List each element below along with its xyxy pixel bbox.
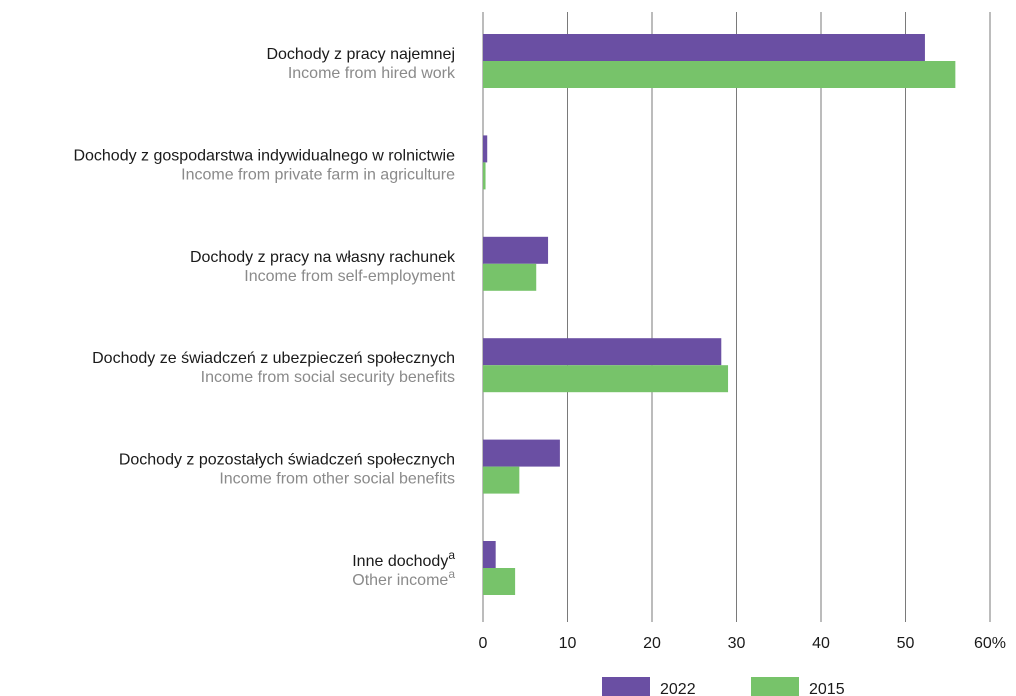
bars: [483, 34, 955, 595]
bar-2015: [483, 162, 486, 189]
bar-2015: [483, 264, 536, 291]
category-label-en: Income from social security benefits: [201, 369, 455, 386]
legend-swatch-2022: [602, 677, 650, 696]
category-label-pl: Inne dochodya: [352, 548, 455, 570]
category-label-en: Income from private farm in agriculture: [181, 166, 455, 183]
category-label-en: Income from hired work: [288, 65, 456, 82]
category-label-pl: Dochody ze świadczeń z ubezpieczeń społe…: [92, 350, 455, 367]
x-axis-ticks: 0 10 20 30 40 50 60%: [479, 635, 1006, 652]
legend-label: 2022: [660, 681, 696, 696]
x-tick-label: 0: [479, 635, 488, 652]
x-tick-label: 50: [897, 635, 915, 652]
bar-2022: [483, 34, 925, 61]
category-label-pl: Dochody z pracy na własny rachunek: [190, 249, 456, 266]
category-label-en: Income from other social benefits: [219, 471, 455, 488]
x-tick-label: 30: [728, 635, 746, 652]
category-label-pl: Dochody z gospodarstwa indywidualnego w …: [73, 147, 455, 164]
bar-2015: [483, 467, 519, 494]
bar-2022: [483, 237, 548, 264]
legend-label: 2015: [809, 681, 845, 696]
category-label-pl: Dochody z pracy najemnej: [266, 46, 455, 63]
x-tick-label: 20: [643, 635, 661, 652]
x-tick-label: 40: [812, 635, 830, 652]
category-label-pl: Dochody z pozostałych świadczeń społeczn…: [119, 452, 455, 469]
x-tick-label: 10: [559, 635, 577, 652]
bar-2022: [483, 338, 721, 365]
bar-2022: [483, 541, 496, 568]
bar-2015: [483, 61, 955, 88]
bar-2022: [483, 440, 560, 467]
category-label-en: Income from self-employment: [244, 268, 455, 285]
legend: 2022 2015: [602, 677, 845, 696]
gridlines: [483, 12, 990, 622]
bar-2015: [483, 568, 515, 595]
category-label-en: Other incomea: [352, 567, 455, 589]
legend-swatch-2015: [751, 677, 799, 696]
bar-2015: [483, 365, 728, 392]
category-labels: Dochody z pracy najemnej Income from hire…: [73, 46, 456, 589]
x-tick-label: 60%: [974, 635, 1006, 652]
bar-2022: [483, 135, 487, 162]
